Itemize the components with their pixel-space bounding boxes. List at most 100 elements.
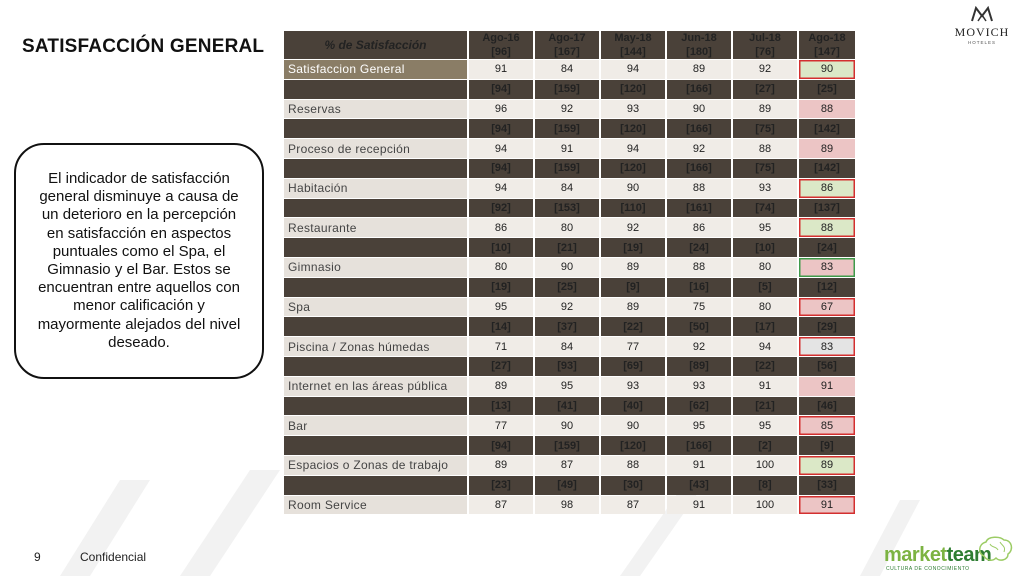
row-label-spacer bbox=[284, 119, 467, 139]
period-label: Ago-17 bbox=[548, 32, 586, 44]
sample-count-cell: [94] bbox=[469, 436, 533, 455]
value-cell: 91 bbox=[667, 455, 731, 475]
value-cell: 95 bbox=[733, 416, 797, 436]
sample-count-row: [94] [159] [120] [166] [75] [142] bbox=[284, 119, 855, 139]
value-cell: 100 bbox=[733, 455, 797, 475]
sample-count-row: [13] [41] [40] [62] [21] [46] bbox=[284, 396, 855, 416]
period-header: Jul-18 [76] bbox=[733, 31, 797, 59]
sample-count-cell: [75] bbox=[733, 158, 797, 178]
value-cell: 92 bbox=[535, 297, 599, 317]
sample-count-row: [94] [159] [120] [166] [27] [25] bbox=[284, 79, 855, 99]
value-cell: 93 bbox=[601, 376, 665, 396]
row-label: Habitación bbox=[284, 178, 467, 198]
sample-count-cell: [120] bbox=[601, 119, 665, 139]
value-cell: 88 bbox=[799, 99, 855, 119]
table-row: Satisfaccion General 91 84 94 89 92 90 bbox=[284, 60, 855, 79]
value-cell: 86 bbox=[799, 178, 855, 198]
marketteam-tagline: CULTURA DE CONOCIMIENTO bbox=[886, 566, 970, 572]
value-cell: 90 bbox=[601, 416, 665, 436]
summary-callout: El indicador de satisfacción general dis… bbox=[14, 143, 264, 379]
table-row: Internet en las áreas pública 89 95 93 93 91 9… bbox=[284, 376, 855, 396]
period-label: Jul-18 bbox=[749, 32, 781, 44]
sample-count-cell: [9] bbox=[601, 277, 665, 297]
value-cell: 91 bbox=[535, 139, 599, 158]
value-cell: 95 bbox=[535, 376, 599, 396]
row-label-spacer bbox=[284, 317, 467, 337]
sample-count-row: [94] [159] [120] [166] [2] [9] bbox=[284, 436, 855, 455]
value-cell: 95 bbox=[469, 297, 533, 317]
sample-count-cell: [159] bbox=[535, 158, 599, 178]
value-cell: 89 bbox=[601, 257, 665, 277]
value-cell: 80 bbox=[733, 257, 797, 277]
confidential-label: Confidencial bbox=[80, 550, 147, 564]
page-title: SATISFACCIÓN GENERAL bbox=[22, 36, 265, 57]
row-label: Proceso de recepción bbox=[284, 139, 467, 158]
sample-count-cell: [166] bbox=[667, 436, 731, 455]
value-cell: 80 bbox=[733, 297, 797, 317]
sample-count-cell: [69] bbox=[601, 356, 665, 376]
sample-count-cell: [29] bbox=[799, 317, 855, 337]
sample-count-cell: [27] bbox=[469, 356, 533, 376]
sample-count-row: [27] [93] [69] [89] [22] [56] bbox=[284, 356, 855, 376]
value-cell: 89 bbox=[799, 139, 855, 158]
satisfaction-table: % de Satisfacción Ago-16 [96] Ago-17 [167] Ma… bbox=[282, 30, 857, 515]
value-cell: 83 bbox=[799, 337, 855, 356]
value-cell: 92 bbox=[733, 60, 797, 79]
sample-count-row: [14] [37] [22] [50] [17] [29] bbox=[284, 317, 855, 337]
value-cell: 90 bbox=[535, 416, 599, 436]
sample-count-cell: [40] bbox=[601, 396, 665, 416]
value-cell: 80 bbox=[469, 257, 533, 277]
value-cell: 93 bbox=[667, 376, 731, 396]
period-header: May-18 [144] bbox=[601, 31, 665, 59]
value-cell: 91 bbox=[799, 495, 855, 515]
value-cell: 94 bbox=[601, 139, 665, 158]
sample-count-cell: [27] bbox=[733, 79, 797, 99]
row-label: Gimnasio bbox=[284, 257, 467, 277]
period-label: Ago-18 bbox=[808, 32, 846, 44]
sample-count-cell: [8] bbox=[733, 475, 797, 495]
value-cell: 84 bbox=[535, 178, 599, 198]
period-header: Ago-17 [167] bbox=[535, 31, 599, 59]
value-cell: 94 bbox=[601, 60, 665, 79]
sample-count-cell: [153] bbox=[535, 198, 599, 218]
sample-count-cell: [5] bbox=[733, 277, 797, 297]
sample-count-cell: [166] bbox=[667, 119, 731, 139]
sample-count-cell: [21] bbox=[535, 238, 599, 257]
value-cell: 90 bbox=[535, 257, 599, 277]
value-cell: 91 bbox=[469, 60, 533, 79]
value-cell: 94 bbox=[469, 178, 533, 198]
row-label-spacer bbox=[284, 277, 467, 297]
table-header-row: % de Satisfacción Ago-16 [96] Ago-17 [167] Ma… bbox=[284, 31, 855, 59]
sample-count-cell: [159] bbox=[535, 119, 599, 139]
row-label-spacer bbox=[284, 79, 467, 99]
value-cell: 90 bbox=[799, 60, 855, 79]
value-cell: 75 bbox=[667, 297, 731, 317]
sample-count-cell: [25] bbox=[799, 79, 855, 99]
value-cell: 88 bbox=[733, 139, 797, 158]
sample-count-cell: [159] bbox=[535, 436, 599, 455]
sample-count-row: [92] [153] [110] [161] [74] [137] bbox=[284, 198, 855, 218]
sample-count-cell: [120] bbox=[601, 158, 665, 178]
value-cell: 98 bbox=[535, 495, 599, 515]
row-label: Internet en las áreas pública bbox=[284, 376, 467, 396]
row-label: Satisfaccion General bbox=[284, 60, 467, 79]
value-cell: 91 bbox=[799, 376, 855, 396]
sample-count-cell: [94] bbox=[469, 158, 533, 178]
sample-count-cell: [161] bbox=[667, 198, 731, 218]
value-cell: 90 bbox=[667, 99, 731, 119]
row-label: Bar bbox=[284, 416, 467, 436]
sample-count-cell: [46] bbox=[799, 396, 855, 416]
table-row: Room Service 87 98 87 91 100 91 bbox=[284, 495, 855, 515]
sample-count-cell: [41] bbox=[535, 396, 599, 416]
sample-count-cell: [142] bbox=[799, 119, 855, 139]
table-row: Bar 77 90 90 95 95 85 bbox=[284, 416, 855, 436]
value-cell: 87 bbox=[535, 455, 599, 475]
value-cell: 84 bbox=[535, 60, 599, 79]
marketteam-logo: marketteam CULTURA DE CONOCIMIENTO bbox=[884, 534, 1016, 576]
sample-count-cell: [33] bbox=[799, 475, 855, 495]
sample-count-cell: [16] bbox=[667, 277, 731, 297]
sample-count-cell: [120] bbox=[601, 79, 665, 99]
sample-count-cell: [24] bbox=[667, 238, 731, 257]
value-cell: 96 bbox=[469, 99, 533, 119]
period-sample: [76] bbox=[755, 46, 775, 58]
